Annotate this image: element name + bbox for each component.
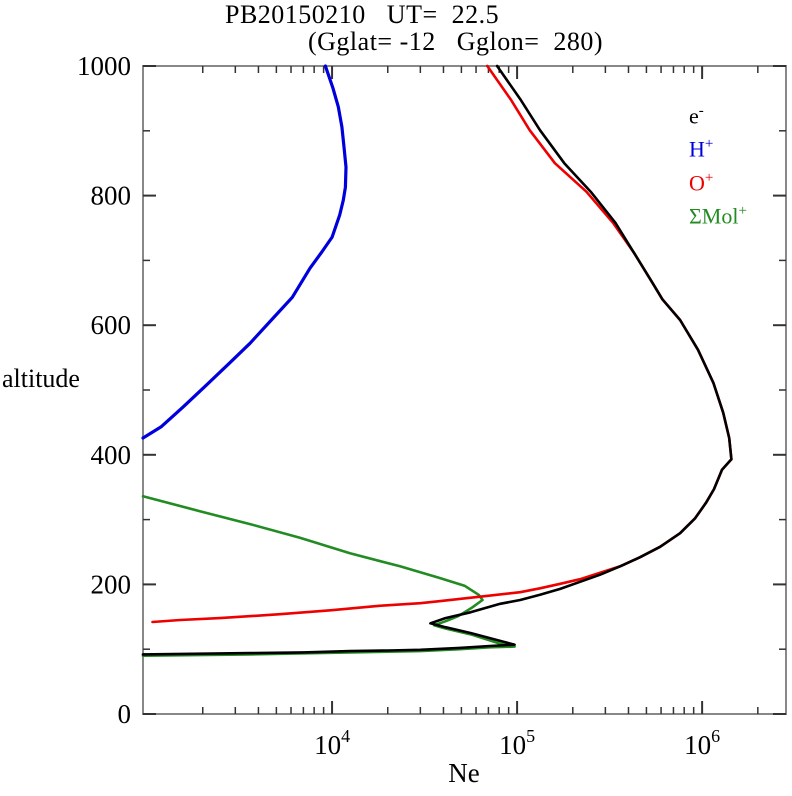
y-tick-label: 0 bbox=[118, 699, 132, 729]
x-tick-label: 105 bbox=[499, 726, 535, 760]
chart-title: PB20150210 UT= 22.5 bbox=[225, 0, 500, 29]
legend: e- H+ O+ ΣMol+ bbox=[689, 97, 747, 230]
x-tick-label: 104 bbox=[314, 726, 350, 760]
legend-item-oplus: O+ bbox=[689, 164, 747, 197]
legend-superscript: + bbox=[704, 169, 714, 186]
legend-item-electron: e- bbox=[689, 97, 747, 130]
legend-superscript: + bbox=[738, 202, 747, 219]
series-e- bbox=[141, 64, 733, 656]
legend-label: H bbox=[689, 136, 705, 162]
legend-item-hplus: H+ bbox=[689, 130, 747, 163]
chart-subtitle: (Gglat= -12 Gglon= 280) bbox=[308, 27, 604, 56]
x-tick-label: 106 bbox=[684, 726, 720, 760]
legend-label: O bbox=[689, 169, 705, 195]
series-Mol+ bbox=[141, 494, 516, 658]
y-axis-label: altitude bbox=[2, 364, 80, 393]
series-H+ bbox=[141, 64, 348, 440]
legend-superscript: + bbox=[704, 136, 714, 153]
legend-label: e bbox=[689, 103, 699, 129]
series-O+ bbox=[151, 64, 733, 624]
y-tick-label: 200 bbox=[91, 569, 132, 599]
x-axis-label: Ne bbox=[448, 758, 480, 788]
y-tick-label: 600 bbox=[91, 310, 132, 340]
y-tick-label: 400 bbox=[91, 440, 132, 470]
legend-item-molplus: ΣMol+ bbox=[689, 197, 747, 230]
y-tick-label: 1000 bbox=[77, 51, 131, 81]
legend-label: ΣMol bbox=[689, 203, 739, 229]
y-tick-label: 800 bbox=[91, 181, 132, 211]
legend-superscript: - bbox=[698, 103, 704, 119]
